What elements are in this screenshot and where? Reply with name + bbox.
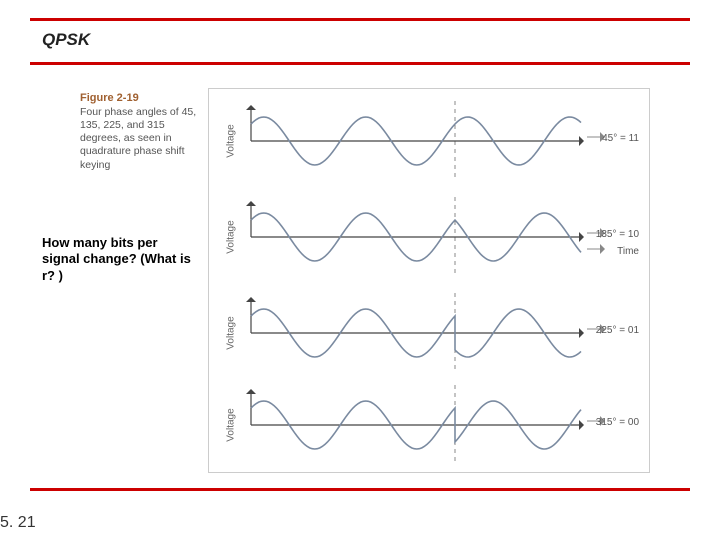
waveform-svg [209, 379, 651, 471]
voltage-axis-label: Voltage [226, 316, 237, 349]
phase-label: 315° = 00 [596, 417, 639, 428]
waveform-panel-225: Voltage 225° = 01 [209, 287, 649, 379]
voltage-axis-label: Voltage [226, 220, 237, 253]
waveform-panel-45: Voltage 45° = 11 [209, 95, 649, 187]
waveform-panel-315: Voltage 315° = 00 [209, 379, 649, 471]
slide-title: QPSK [42, 30, 90, 50]
voltage-axis-label: Voltage [226, 408, 237, 441]
voltage-axis-label: Voltage [226, 124, 237, 157]
page-number: 5. 21 [0, 514, 36, 532]
figure-caption: Figure 2-19 Four phase angles of 45, 135… [80, 92, 200, 172]
waveform-svg [209, 287, 651, 379]
figure-caption-text: Four phase angles of 45, 135, 225, and 3… [80, 106, 200, 172]
bottom-rule [30, 488, 690, 491]
time-axis-label: Time [617, 246, 639, 257]
waveform-panel-135: Voltage 135° = 10 Time [209, 191, 649, 283]
waveform-svg [209, 191, 651, 283]
phase-label: 135° = 10 [596, 229, 639, 240]
phase-label: 225° = 01 [596, 325, 639, 336]
waveform-svg [209, 95, 651, 187]
figure-number: Figure 2-19 [80, 92, 200, 104]
top-rule-1 [30, 18, 690, 21]
top-rule-2 [30, 62, 690, 65]
question-text: How many bits per signal change? (What i… [42, 235, 192, 284]
phase-label: 45° = 11 [602, 133, 639, 144]
qpsk-waveform-figure: Voltage45° = 11Voltage135° = 10TimeVolta… [208, 88, 650, 473]
